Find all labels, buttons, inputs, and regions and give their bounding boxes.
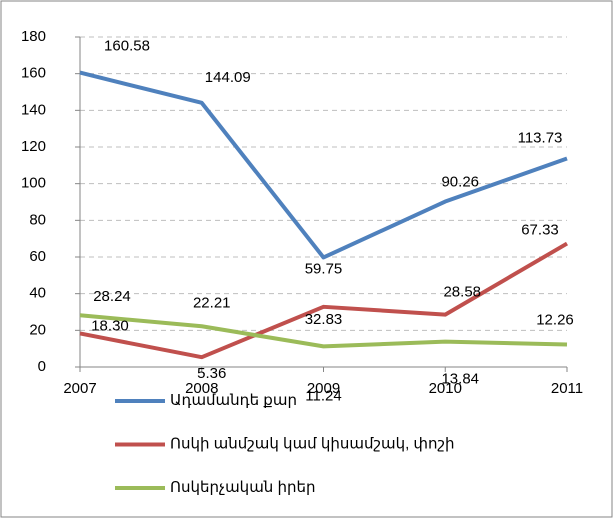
y-tick-label: 180	[21, 28, 46, 45]
data-label: 5.36	[197, 365, 226, 382]
x-tick-label: 2007	[63, 380, 96, 397]
data-label: 144.09	[205, 69, 251, 86]
data-label: 13.84	[441, 371, 479, 388]
data-label: 18.30	[91, 317, 129, 334]
series-line	[79, 241, 569, 360]
series-line	[79, 70, 568, 260]
series-line	[79, 313, 568, 349]
y-tick-label: 60	[29, 248, 46, 265]
y-tick-label: 140	[21, 101, 46, 118]
data-label: 28.58	[443, 284, 481, 301]
y-tick-label: 100	[21, 175, 46, 192]
legend-label: Ոսկերչական իրեր	[170, 479, 316, 496]
y-tick-label: 120	[21, 138, 46, 155]
y-tick-label: 0	[38, 358, 46, 375]
data-label: 113.73	[518, 129, 563, 146]
data-label: 28.24	[93, 288, 131, 305]
x-tick-label: 2010	[429, 380, 462, 397]
data-label: 12.26	[536, 311, 574, 328]
y-tick-label: 160	[21, 65, 46, 82]
data-label: 160.58	[104, 38, 150, 55]
data-label: 22.21	[193, 294, 231, 311]
x-tick-label: 2011	[551, 380, 583, 397]
data-label: 90.26	[441, 173, 479, 190]
y-tick-label: 40	[29, 285, 46, 302]
data-label: 11.24	[305, 387, 341, 404]
x-tick-label: 2009	[307, 380, 340, 397]
data-label: 59.75	[305, 260, 343, 277]
legend-label: Ոսկի անմշակ կամ կիսամշակ, փոշի	[170, 435, 455, 452]
x-tick-label: 2008	[185, 380, 218, 397]
legend-label: Ադամանդե քար	[170, 392, 297, 409]
data-label: 67.33	[521, 222, 559, 239]
data-label: 32.83	[305, 311, 343, 328]
y-tick-label: 20	[29, 321, 46, 338]
y-tick-label: 80	[29, 211, 46, 228]
